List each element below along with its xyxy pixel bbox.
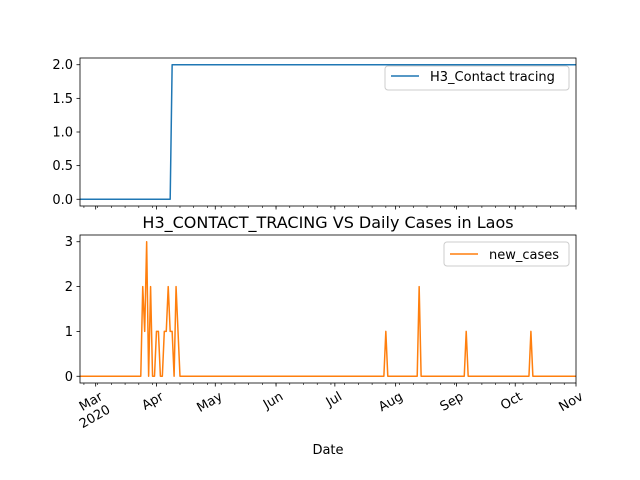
top-legend-label: H3_Contact tracing [430, 70, 555, 85]
top-legend: H3_Contact tracing [384, 65, 570, 91]
bottom-plot-area [80, 240, 576, 378]
bottom-ytick-label: 2 [65, 280, 73, 295]
x-axis-label: Date [312, 443, 343, 458]
top-ytick-label: 0.0 [52, 193, 73, 208]
top-ytick-label: 2.0 [52, 58, 73, 73]
top-y-axis: 0.0 0.5 1.0 1.5 2.0 [52, 58, 80, 208]
bottom-ytick-label: 1 [65, 325, 73, 340]
bottom-legend: new_cases [443, 241, 570, 267]
bottom-ytick-label: 0 [65, 370, 73, 385]
top-legend-box [384, 65, 570, 91]
bottom-legend-box [443, 241, 570, 267]
top-series-line-0 [80, 63, 576, 201]
top-ytick-label: 1.5 [52, 92, 73, 107]
bottom-legend-label: new_cases [489, 248, 559, 263]
bottom-y-axis: 0 1 2 3 [65, 235, 80, 385]
top-x-axis [83, 206, 577, 210]
top-ytick-label: 0.5 [52, 159, 73, 174]
top-ytick-label: 1.0 [52, 126, 73, 141]
bottom-series-line-0 [80, 240, 576, 378]
bottom-ytick-label: 3 [65, 235, 73, 250]
chart-title: H3_CONTACT_TRACING VS Daily Cases in Lao… [142, 213, 513, 233]
top-plot-area [80, 63, 576, 201]
xtick-label: Jul [323, 389, 345, 410]
bottom-axes-frame [79, 234, 577, 384]
top-subplot: 0.0 0.5 1.0 1.5 2.0 H3_Contact tracing [52, 57, 577, 210]
